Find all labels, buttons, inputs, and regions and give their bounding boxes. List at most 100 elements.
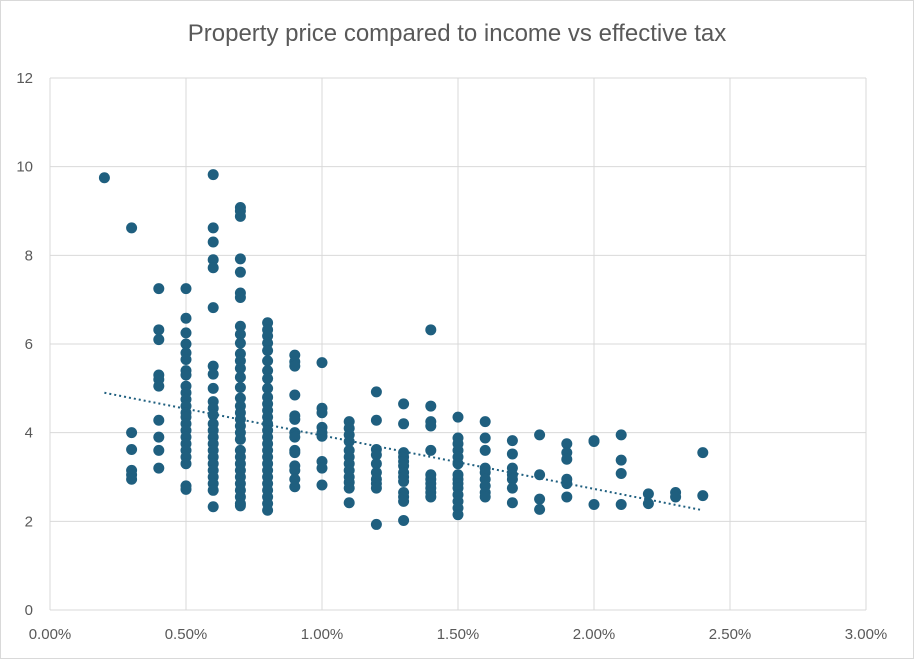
data-point [153, 431, 165, 443]
data-point [615, 467, 627, 479]
data-point [615, 498, 627, 510]
data-point [343, 482, 355, 494]
y-tick-label: 2 [25, 513, 33, 530]
data-point [262, 365, 274, 377]
data-point [506, 435, 518, 447]
data-point [506, 473, 518, 485]
x-tick-label: 0.00% [29, 626, 72, 643]
data-point [425, 324, 437, 336]
data-point [316, 407, 328, 419]
data-point [479, 444, 491, 456]
data-point [289, 360, 301, 372]
data-point [506, 482, 518, 494]
data-point [561, 491, 573, 503]
y-tick-label: 6 [25, 336, 33, 353]
chart-title: Property price compared to income vs eff… [187, 20, 727, 47]
data-point [534, 429, 546, 441]
data-point [343, 436, 355, 448]
data-point [670, 491, 682, 503]
data-point [588, 436, 600, 448]
data-point [289, 473, 301, 485]
data-point [642, 498, 654, 510]
data-point [153, 462, 165, 474]
data-point [289, 431, 301, 443]
y-axis-ticks: 0 2 4 6 8 10 12 [16, 70, 33, 619]
data-point [207, 360, 219, 372]
data-point [207, 169, 219, 181]
data-point [153, 380, 165, 392]
data-point [289, 447, 301, 459]
data-point [234, 210, 246, 222]
y-tick-label: 10 [16, 159, 33, 176]
data-point [425, 420, 437, 432]
data-point [207, 254, 219, 266]
data-point [425, 444, 437, 456]
data-point [126, 444, 138, 456]
data-point [506, 497, 518, 509]
data-point [697, 447, 709, 459]
data-point [398, 398, 410, 410]
data-point [207, 368, 219, 380]
data-point [262, 382, 274, 394]
x-tick-label: 1.50% [437, 626, 480, 643]
data-point [234, 337, 246, 349]
data-point [207, 382, 219, 394]
data-point [153, 324, 165, 336]
data-point [207, 222, 219, 234]
data-point [452, 411, 464, 423]
data-point [153, 414, 165, 426]
data-point [180, 327, 192, 339]
y-tick-label: 0 [25, 602, 33, 619]
y-tick-label: 8 [25, 247, 33, 264]
data-point [98, 172, 110, 184]
data-point [234, 328, 246, 340]
data-point [588, 498, 600, 510]
data-point [316, 357, 328, 369]
data-point [234, 500, 246, 512]
data-point [534, 469, 546, 481]
grid-lines [49, 77, 867, 611]
data-point [398, 418, 410, 430]
data-point [262, 504, 274, 516]
data-point [180, 312, 192, 324]
data-point [370, 414, 382, 426]
data-point [697, 490, 709, 502]
data-point [398, 475, 410, 487]
x-tick-label: 2.50% [709, 626, 752, 643]
data-point [289, 481, 301, 493]
data-point [316, 479, 328, 491]
data-point [234, 381, 246, 393]
data-point [153, 334, 165, 346]
data-point [207, 501, 219, 513]
trendline [104, 391, 703, 512]
data-point [289, 389, 301, 401]
data-point [398, 514, 410, 526]
data-point [234, 371, 246, 383]
data-point [615, 454, 627, 466]
x-tick-label: 2.00% [573, 626, 616, 643]
data-point [153, 444, 165, 456]
data-point [180, 338, 192, 350]
y-tick-label: 12 [16, 70, 33, 87]
x-tick-label: 0.50% [165, 626, 208, 643]
data-point [370, 482, 382, 494]
data-point [207, 236, 219, 248]
data-point [479, 491, 491, 503]
data-point [180, 483, 192, 495]
data-point [343, 497, 355, 509]
data-point [370, 449, 382, 461]
data-point [642, 488, 654, 500]
data-point [234, 392, 246, 404]
data-point [425, 400, 437, 412]
data-point [234, 355, 246, 367]
data-point [180, 369, 192, 381]
data-point [262, 355, 274, 367]
data-point [506, 448, 518, 460]
data-point [234, 433, 246, 445]
data-point [207, 262, 219, 274]
data-point [370, 518, 382, 530]
data-point [289, 464, 301, 476]
x-tick-label: 1.00% [301, 626, 344, 643]
